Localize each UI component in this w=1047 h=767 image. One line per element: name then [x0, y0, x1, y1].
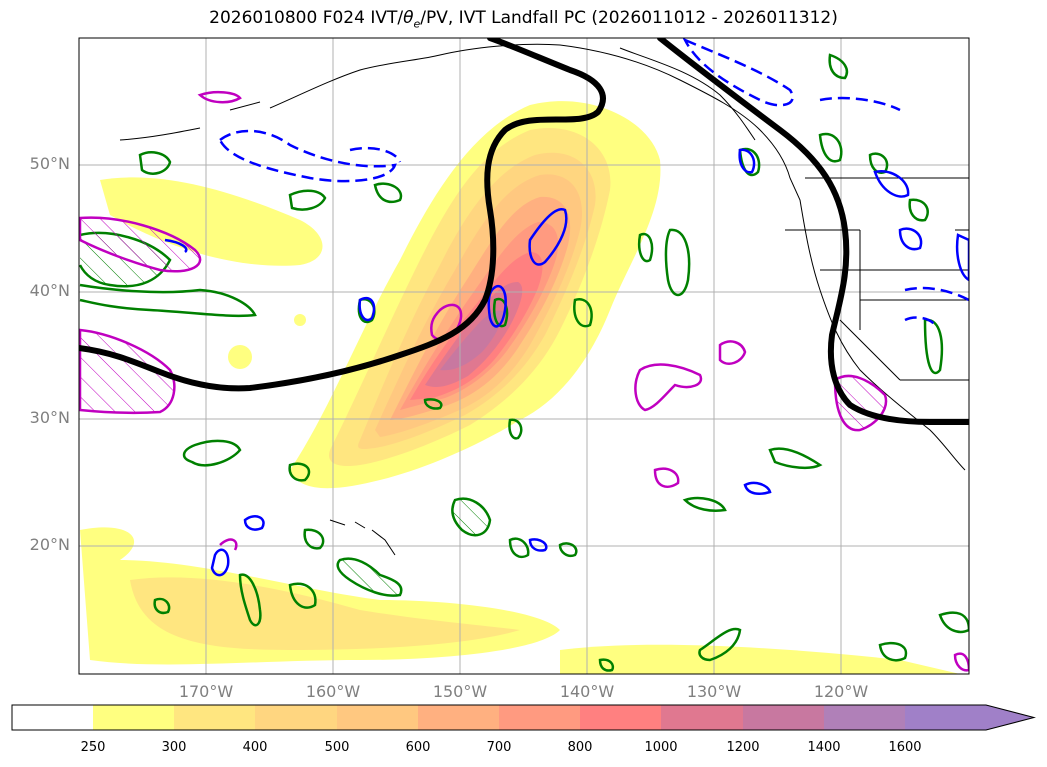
colorbar-label-800: 800	[567, 740, 593, 755]
colorbar-label-1200: 1200	[726, 740, 760, 755]
lon-label-140w: 140°W	[559, 682, 615, 701]
lon-label-170w: 170°W	[178, 682, 234, 701]
chart-title: 2026010800 F024 IVT/θe/PV, IVT Landfall …	[0, 8, 1047, 30]
colorbar-bin-1	[93, 705, 174, 730]
ivt-shading	[80, 101, 960, 674]
colorbar-label-1000: 1000	[644, 740, 678, 755]
lon-label-150w: 150°W	[432, 682, 488, 701]
colorbar-bin-4	[337, 705, 418, 730]
map-frame	[78, 37, 970, 675]
pv-contours-dashed	[218, 38, 969, 326]
colorbar-label-500: 500	[324, 740, 350, 755]
colorbar-label-300: 300	[161, 740, 187, 755]
coastlines	[119, 43, 969, 556]
title-prefix: 2026010800 F024 IVT/	[209, 8, 404, 28]
colorbar	[11, 704, 1036, 731]
lat-label-50n: 50°N	[29, 154, 70, 173]
colorbar-bin-5	[418, 705, 499, 730]
title-theta: θ	[403, 8, 414, 28]
lon-label-120w: 120°W	[813, 682, 869, 701]
colorbar-label-700: 700	[486, 740, 512, 755]
lat-label-30n: 30°N	[29, 408, 70, 427]
colorbar-label-400: 400	[242, 740, 268, 755]
colorbar-label-1600: 1600	[888, 740, 922, 755]
map-layers	[79, 38, 969, 674]
colorbar-bin-8	[661, 705, 743, 730]
ivt-landfall-line	[79, 38, 969, 425]
colorbar-bin-3	[255, 705, 337, 730]
colorbar-label-600: 600	[405, 740, 431, 755]
colorbar-label-1400: 1400	[807, 740, 841, 755]
title-theta-sub: e	[413, 17, 421, 31]
graticule	[79, 38, 969, 674]
colorbar-bin-11	[905, 705, 1034, 730]
colorbar-bin-0	[12, 705, 93, 730]
lat-label-40n: 40°N	[29, 281, 70, 300]
colorbar-label-250: 250	[80, 740, 106, 755]
title-suffix: /PV, IVT Landfall PC (2026011012 - 20260…	[420, 8, 838, 28]
colorbar-frame	[11, 704, 1036, 731]
colorbar-bin-10	[824, 705, 905, 730]
colorbar-bin-9	[743, 705, 824, 730]
colorbar-bin-6	[499, 705, 580, 730]
colorbar-bin-2	[174, 705, 255, 730]
lon-label-160w: 160°W	[305, 682, 361, 701]
colorbar-bin-7	[580, 705, 661, 730]
lat-label-20n: 20°N	[29, 535, 70, 554]
lon-label-130w: 130°W	[686, 682, 742, 701]
